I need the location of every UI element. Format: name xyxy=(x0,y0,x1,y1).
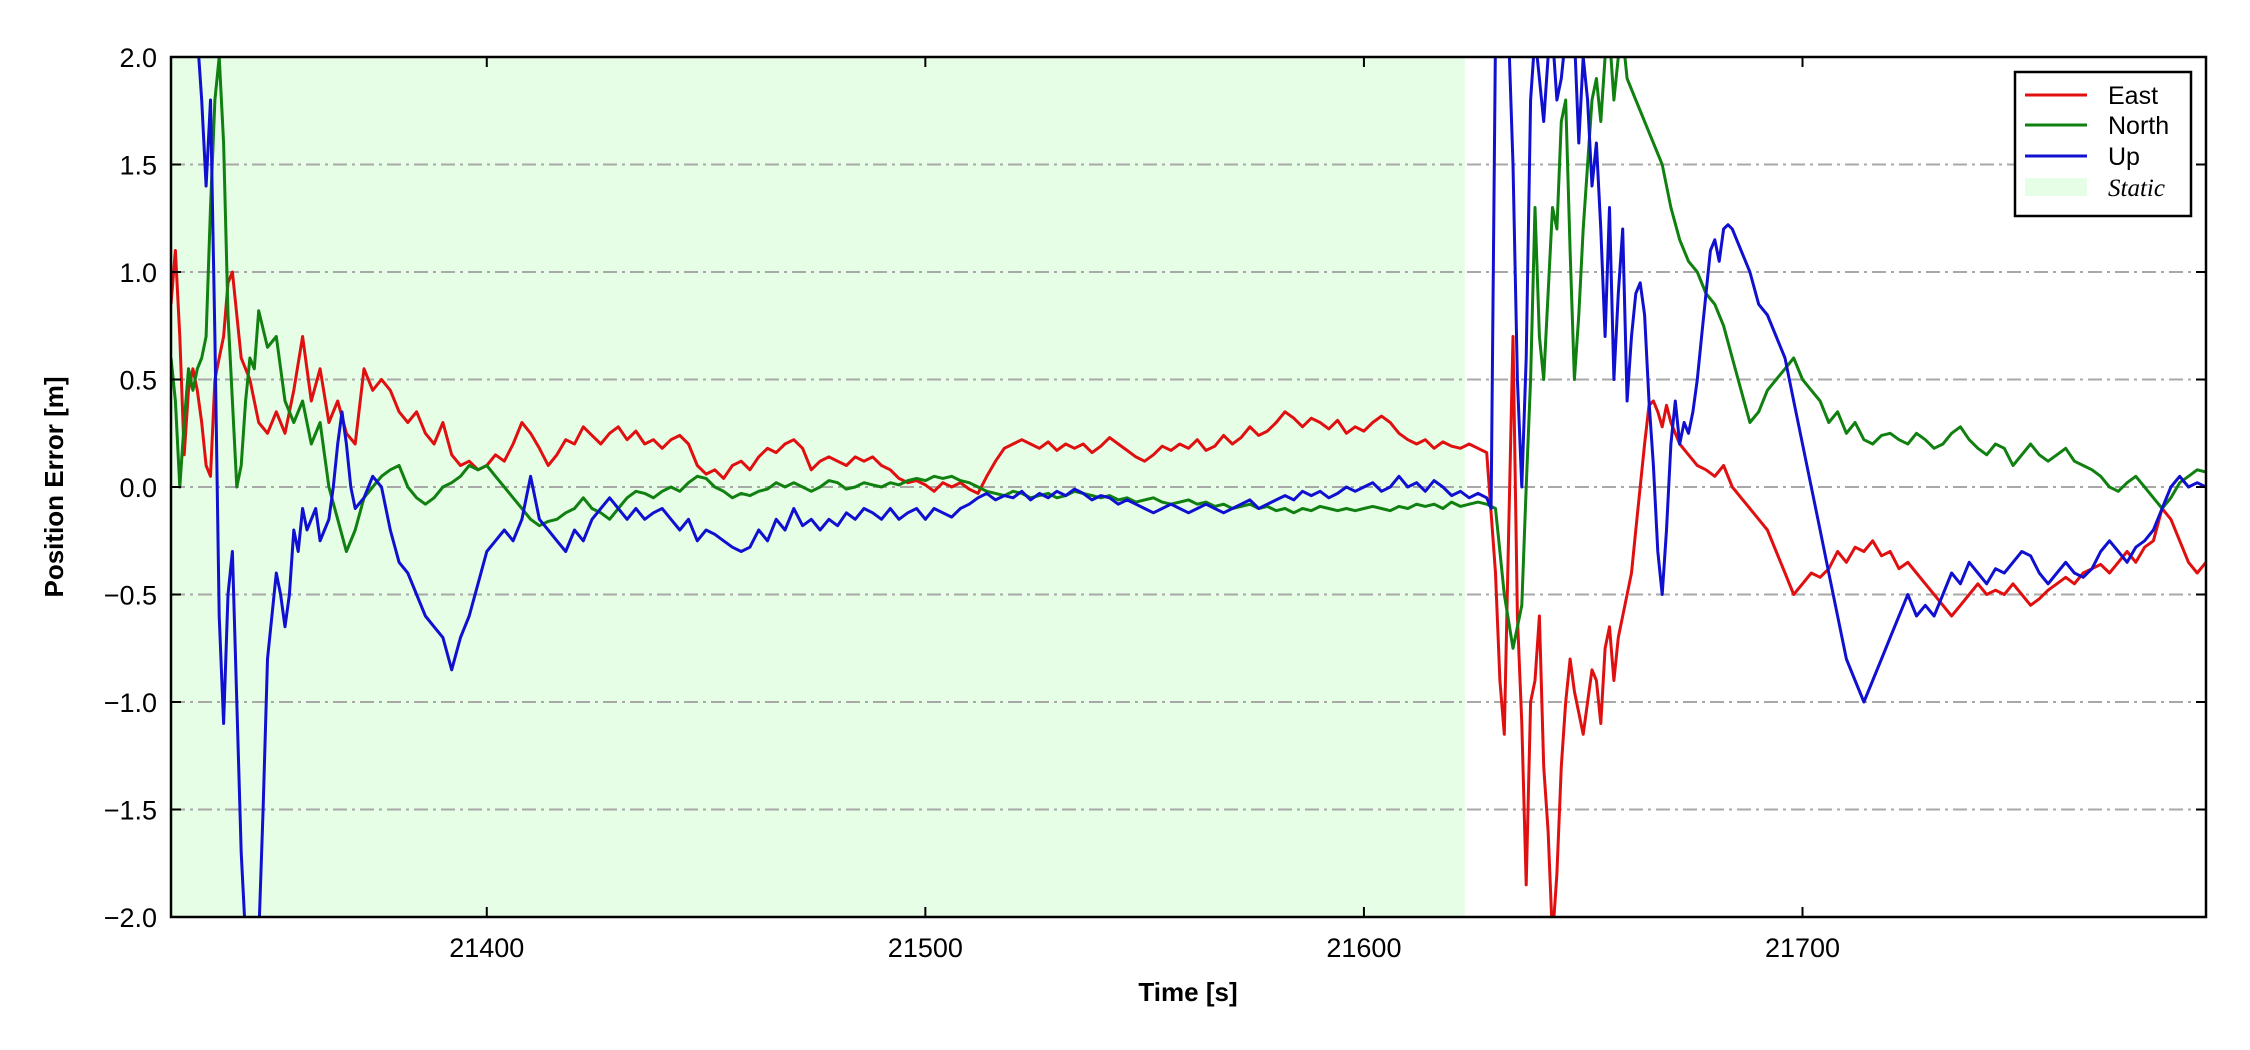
x-tick-label: 21600 xyxy=(1326,933,1401,963)
y-tick-label: 1.5 xyxy=(119,151,157,181)
y-tick-label: 0.5 xyxy=(119,366,157,396)
axis-ticks: 21400 21500 21600 21700 −2.0 −1.5 −1.0 −0.5 0.0 0… xyxy=(104,43,2206,963)
legend-swatch-static xyxy=(2025,178,2087,196)
legend-label-north: North xyxy=(2108,112,2169,140)
legend-label-east: East xyxy=(2108,82,2158,110)
series-line-north xyxy=(171,57,2206,650)
y-tick-label: −2.0 xyxy=(104,903,157,933)
y-axis-title: Position Error [m] xyxy=(39,376,69,597)
x-tick-label: 21700 xyxy=(1765,933,1840,963)
x-tick-label: 21400 xyxy=(449,933,524,963)
data-series xyxy=(171,57,2206,917)
y-tick-label: −0.5 xyxy=(104,581,157,611)
x-axis-title: Time [s] xyxy=(1138,977,1237,1007)
legend: East North Up Static xyxy=(2013,70,2193,218)
y-tick-label: 1.0 xyxy=(119,258,157,288)
y-tick-label: 0.0 xyxy=(119,473,157,503)
series-line-east xyxy=(171,249,2206,917)
legend-label-static: Static xyxy=(2108,175,2165,202)
y-tick-label: 2.0 xyxy=(119,43,157,73)
y-tick-label: −1.5 xyxy=(104,796,157,826)
series-line-up xyxy=(197,57,2206,917)
grid-lines xyxy=(171,163,2206,811)
legend-label-up: Up xyxy=(2108,143,2140,171)
x-tick-label: 21500 xyxy=(888,933,963,963)
y-tick-label: −1.0 xyxy=(104,688,157,718)
